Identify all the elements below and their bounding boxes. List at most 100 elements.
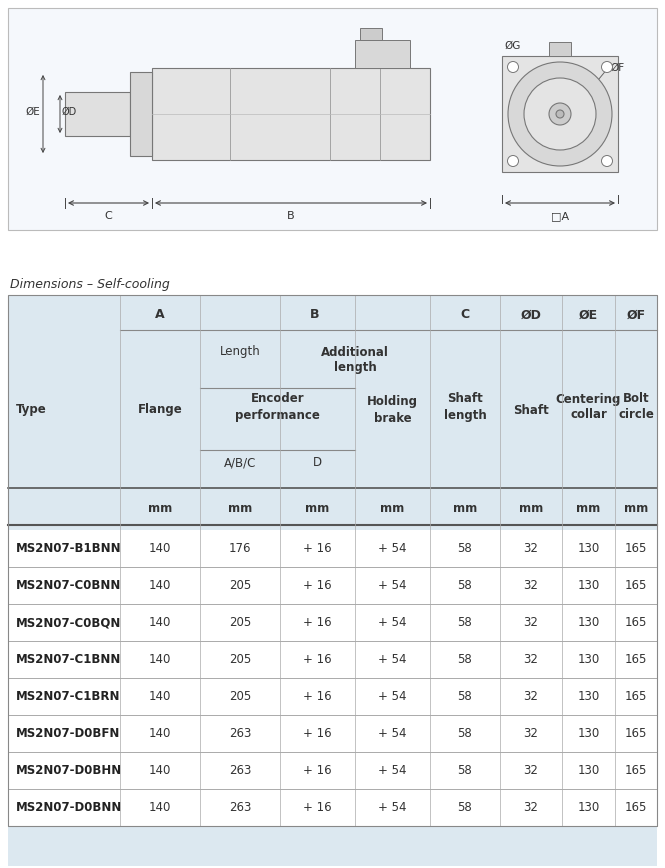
Bar [8, 530, 657, 567]
Text: Flange: Flange [138, 404, 182, 417]
Bar [8, 604, 657, 641]
Text: 263: 263 [229, 801, 251, 814]
Text: 32: 32 [523, 727, 539, 740]
Text: mm: mm [305, 502, 330, 515]
Text: 165: 165 [625, 727, 647, 740]
Text: Shaft
length: Shaft length [444, 392, 486, 422]
Text: 58: 58 [458, 579, 472, 592]
Circle shape [556, 110, 564, 118]
Text: 130: 130 [577, 616, 600, 629]
Text: 140: 140 [149, 690, 171, 703]
Text: 32: 32 [523, 690, 539, 703]
Text: Centering
collar: Centering collar [556, 392, 621, 422]
Text: MS2N07-D0BHN: MS2N07-D0BHN [16, 764, 122, 777]
Text: C: C [460, 308, 469, 321]
Circle shape [602, 62, 612, 73]
Text: + 16: + 16 [303, 764, 332, 777]
Text: C: C [104, 211, 112, 221]
Text: 176: 176 [229, 542, 251, 555]
Text: 58: 58 [458, 727, 472, 740]
Bar [8, 641, 657, 678]
Text: 32: 32 [523, 653, 539, 666]
Circle shape [507, 155, 519, 167]
Text: 140: 140 [149, 764, 171, 777]
Text: ØD: ØD [62, 107, 77, 117]
Text: mm: mm [228, 502, 252, 515]
Text: + 16: + 16 [303, 690, 332, 703]
Text: Dimensions – Self-cooling: Dimensions – Self-cooling [10, 278, 170, 291]
Text: ØF: ØF [610, 63, 624, 73]
Text: mm: mm [148, 502, 172, 515]
Text: + 54: + 54 [378, 801, 407, 814]
Text: 32: 32 [523, 801, 539, 814]
Text: + 54: + 54 [378, 653, 407, 666]
Text: MS2N07-D0BNN: MS2N07-D0BNN [16, 801, 122, 814]
Circle shape [507, 62, 519, 73]
Text: 130: 130 [577, 764, 600, 777]
Text: + 54: + 54 [378, 579, 407, 592]
Text: MS2N07-C1BNN: MS2N07-C1BNN [16, 653, 122, 666]
Text: 165: 165 [625, 542, 647, 555]
Text: 32: 32 [523, 542, 539, 555]
Text: mm: mm [453, 502, 477, 515]
Text: 165: 165 [625, 764, 647, 777]
Circle shape [508, 62, 612, 166]
Text: Shaft: Shaft [513, 404, 549, 417]
Text: ØD: ØD [521, 308, 541, 321]
Text: 205: 205 [229, 616, 251, 629]
Text: 130: 130 [577, 727, 600, 740]
Text: + 54: + 54 [378, 764, 407, 777]
Text: A/B/C: A/B/C [224, 457, 256, 470]
Text: + 16: + 16 [303, 801, 332, 814]
Bar [549, 42, 571, 56]
Text: mm: mm [519, 502, 543, 515]
Text: + 54: + 54 [378, 690, 407, 703]
Text: + 16: + 16 [303, 542, 332, 555]
Text: + 16: + 16 [303, 616, 332, 629]
Text: 165: 165 [625, 653, 647, 666]
Bar [8, 295, 657, 826]
Text: 205: 205 [229, 653, 251, 666]
Text: □A: □A [551, 211, 569, 221]
Text: 263: 263 [229, 727, 251, 740]
Bar [8, 8, 657, 230]
Text: 58: 58 [458, 616, 472, 629]
Text: 140: 140 [149, 579, 171, 592]
Text: Encoder
performance: Encoder performance [235, 392, 320, 422]
Bar [65, 92, 130, 136]
Circle shape [549, 103, 571, 125]
Text: + 16: + 16 [303, 653, 332, 666]
Text: 140: 140 [149, 653, 171, 666]
Bar [8, 715, 657, 752]
Text: 32: 32 [523, 616, 539, 629]
Text: 165: 165 [625, 579, 647, 592]
Bar [8, 295, 657, 866]
Text: mm: mm [624, 502, 648, 515]
Text: MS2N07-B1BNN: MS2N07-B1BNN [16, 542, 122, 555]
Bar [130, 72, 152, 156]
Text: 140: 140 [149, 727, 171, 740]
Text: 130: 130 [577, 653, 600, 666]
Text: 165: 165 [625, 690, 647, 703]
Text: 140: 140 [149, 801, 171, 814]
Bar [355, 40, 410, 68]
Text: mm: mm [577, 502, 600, 515]
Text: 165: 165 [625, 801, 647, 814]
Text: 32: 32 [523, 764, 539, 777]
Text: Length: Length [219, 345, 261, 358]
Text: + 54: + 54 [378, 616, 407, 629]
Text: MS2N07-C0BQN: MS2N07-C0BQN [16, 616, 122, 629]
Text: D: D [313, 457, 322, 470]
Text: ØE: ØE [25, 107, 40, 117]
Text: Bolt
circle: Bolt circle [618, 392, 654, 422]
Text: + 54: + 54 [378, 727, 407, 740]
Bar [8, 567, 657, 604]
Text: 32: 32 [523, 579, 539, 592]
Bar [8, 678, 657, 715]
Text: 58: 58 [458, 764, 472, 777]
Text: 58: 58 [458, 690, 472, 703]
Text: MS2N07-C0BNN: MS2N07-C0BNN [16, 579, 122, 592]
Text: mm: mm [380, 502, 404, 515]
Text: + 16: + 16 [303, 727, 332, 740]
Text: ØE: ØE [579, 308, 598, 321]
